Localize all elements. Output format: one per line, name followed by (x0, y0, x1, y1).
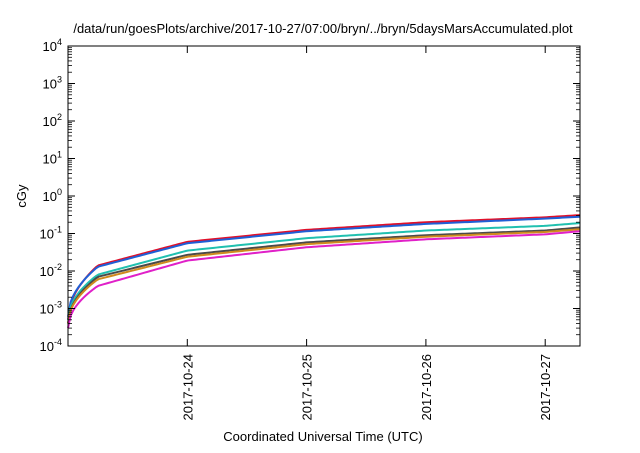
y-tick-base: 10 (40, 227, 54, 242)
y-tick-exponent: 4 (57, 37, 62, 47)
plot-frame (67, 45, 581, 347)
y-tick-label: 10-4 (40, 337, 62, 354)
y-tick-label: 10-1 (40, 225, 62, 242)
y-tick-base: 10 (43, 189, 57, 204)
x-tick-label: 2017-10-26 (419, 354, 434, 421)
y-tick-base: 10 (40, 264, 54, 279)
tick-layer: 10-410-310-210-11001011021031042017-10-2… (40, 37, 580, 421)
x-tick-label: 2017-10-25 (300, 354, 315, 421)
y-tick-exponent: -3 (54, 300, 62, 310)
x-tick-label: 2017-10-24 (180, 354, 195, 421)
y-tick-label: 10-2 (40, 262, 62, 279)
y-tick-label: 104 (43, 37, 62, 54)
y-tick-exponent: -4 (54, 337, 62, 347)
x-tick-label: 2017-10-27 (538, 354, 553, 421)
x-axis-label: Coordinated Universal Time (UTC) (223, 429, 422, 444)
y-tick-base: 10 (43, 114, 57, 129)
y-tick-exponent: 3 (57, 75, 62, 85)
y-tick-label: 101 (43, 150, 62, 167)
y-tick-base: 10 (43, 152, 57, 167)
y-tick-exponent: -2 (54, 262, 62, 272)
series-line-4 (67, 226, 581, 324)
y-axis-label: cGy (14, 184, 29, 208)
series-layer (67, 214, 581, 329)
y-tick-base: 10 (43, 39, 57, 54)
series-line-2 (67, 215, 581, 317)
y-tick-base: 10 (40, 339, 54, 354)
chart-title: /data/run/goesPlots/archive/2017-10-27/0… (73, 21, 573, 36)
y-tick-exponent: 2 (57, 112, 62, 122)
series-line-3 (67, 222, 581, 320)
y-tick-label: 102 (43, 112, 62, 129)
y-tick-exponent: -1 (54, 225, 62, 235)
y-tick-label: 103 (43, 75, 62, 92)
y-tick-label: 100 (43, 187, 62, 204)
y-tick-base: 10 (43, 77, 57, 92)
y-tick-exponent: 1 (57, 150, 62, 160)
y-tick-label: 10-3 (40, 300, 62, 317)
y-tick-exponent: 0 (57, 187, 62, 197)
series-line-1 (67, 214, 581, 320)
series-line-6 (67, 230, 581, 329)
series-line-5 (67, 228, 581, 324)
y-tick-base: 10 (40, 302, 54, 317)
